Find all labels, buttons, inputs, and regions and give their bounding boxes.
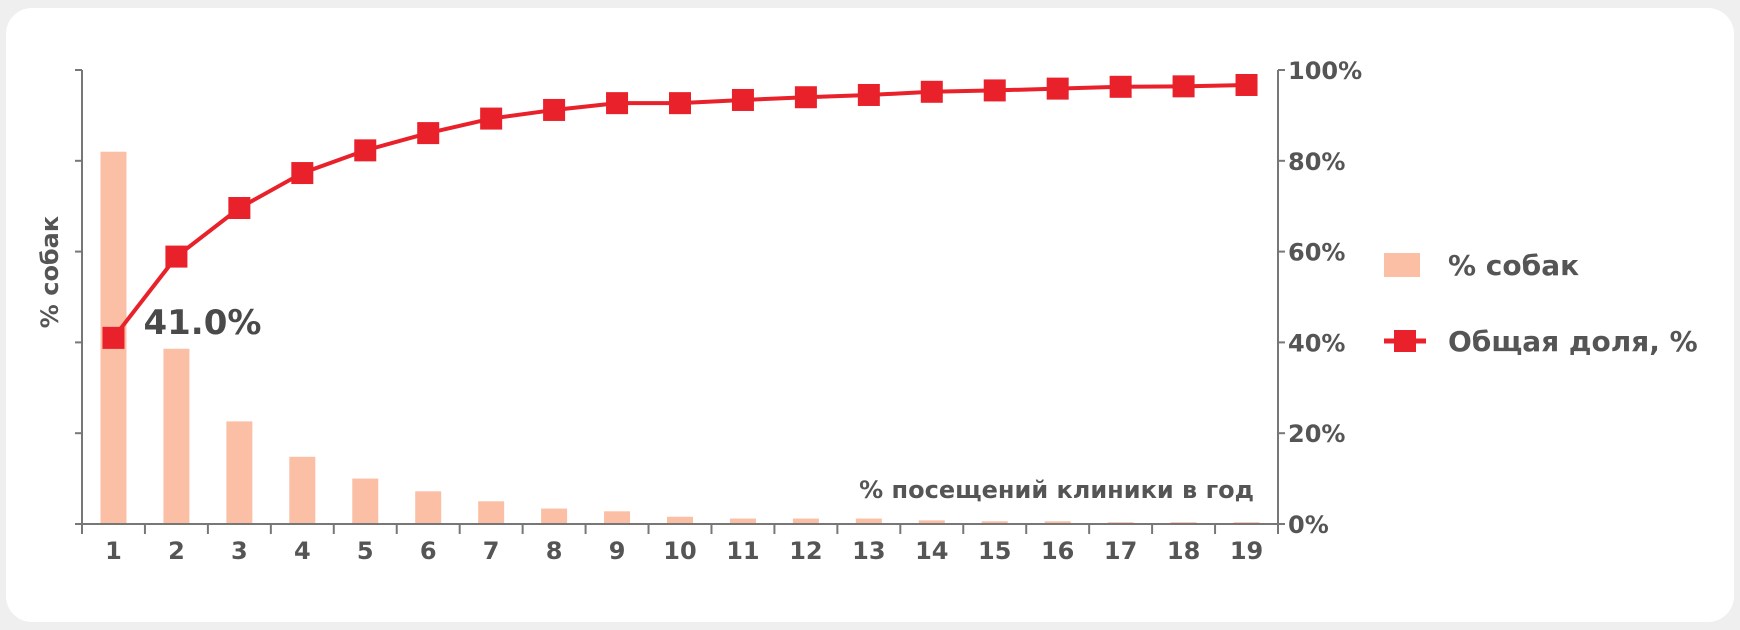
bar-16 <box>1044 521 1071 524</box>
x-tick-label-5: 5 <box>357 537 374 565</box>
x-tick-label-17: 17 <box>1104 537 1137 565</box>
line-marker-12 <box>794 86 817 109</box>
data-label-first-point: 41.0% <box>143 303 261 343</box>
legend-label-dogs: % собак <box>1448 249 1579 282</box>
line-marker-6 <box>417 122 440 145</box>
y-right-tick-label-100pct: 100% <box>1288 57 1362 85</box>
bar-6 <box>415 491 442 524</box>
x-tick-label-10: 10 <box>663 537 696 565</box>
legend: % собак Общая доля, % <box>1384 249 1698 358</box>
cumulative-line <box>111 82 1247 340</box>
x-tick-label-13: 13 <box>852 537 885 565</box>
axes: 1 2 3 4 5 6 7 8 9 10 11 12 13 14 15 16 17 18 190%20%40%60%… <box>75 57 1362 565</box>
bar-15 <box>981 521 1008 524</box>
x-tick-label-18: 18 <box>1167 537 1200 565</box>
x-tick-label-8: 8 <box>546 537 563 565</box>
line-marker-9 <box>606 92 629 115</box>
x-tick-label-4: 4 <box>294 537 311 565</box>
x-tick-label-9: 9 <box>609 537 626 565</box>
line-marker-1 <box>102 326 125 349</box>
legend-bar-swatch <box>1384 253 1420 277</box>
legend-marker-swatch <box>1394 330 1416 352</box>
y-right-tick-label-80pct: 80% <box>1288 148 1345 176</box>
line-marker-17 <box>1109 75 1132 98</box>
bar-series <box>100 151 1260 524</box>
line-marker-13 <box>857 83 880 106</box>
x-tick-label-1: 1 <box>105 537 122 565</box>
bar-13 <box>855 518 882 524</box>
bar-9 <box>604 511 631 524</box>
x-tick-label-11: 11 <box>726 537 759 565</box>
y-axis-title: % собак <box>36 216 64 328</box>
y-right-tick-label-0pct: 0% <box>1288 511 1329 539</box>
bar-2 <box>163 348 190 524</box>
x-axis-title: % посещений клиники в год <box>859 476 1254 504</box>
y-right-tick-label-60pct: 60% <box>1288 239 1345 267</box>
line-marker-2 <box>165 245 188 268</box>
bar-4 <box>289 456 316 524</box>
bar-11 <box>729 518 756 524</box>
cumulative-line-series <box>102 73 1258 349</box>
x-tick-label-14: 14 <box>915 537 948 565</box>
x-tick-label-3: 3 <box>231 537 248 565</box>
bar-8 <box>541 508 568 524</box>
line-marker-18 <box>1172 75 1195 98</box>
line-marker-10 <box>669 92 691 115</box>
line-marker-7 <box>480 107 503 130</box>
bar-3 <box>226 421 253 524</box>
line-marker-8 <box>543 98 566 121</box>
line-marker-19 <box>1235 73 1258 96</box>
x-tick-label-2: 2 <box>168 537 185 565</box>
line-marker-16 <box>1046 77 1069 100</box>
line-marker-4 <box>291 162 314 185</box>
x-tick-label-16: 16 <box>1041 537 1074 565</box>
y-right-tick-label-20pct: 20% <box>1288 420 1345 448</box>
line-marker-3 <box>228 197 251 220</box>
legend-label-cumulative: Общая доля, % <box>1448 325 1698 358</box>
x-tick-label-19: 19 <box>1230 537 1263 565</box>
x-tick-label-12: 12 <box>789 537 822 565</box>
bar-5 <box>352 478 379 524</box>
bar-10 <box>667 516 693 524</box>
line-marker-5 <box>354 139 377 162</box>
bar-12 <box>792 518 819 524</box>
y-right-tick-label-40pct: 40% <box>1288 329 1345 357</box>
x-tick-label-6: 6 <box>420 537 437 565</box>
line-marker-15 <box>983 79 1006 102</box>
bar-7 <box>478 501 505 524</box>
bar-14 <box>918 520 945 524</box>
x-tick-label-15: 15 <box>978 537 1011 565</box>
x-tick-label-7: 7 <box>483 537 500 565</box>
line-marker-14 <box>920 80 943 103</box>
line-marker-11 <box>731 88 754 111</box>
